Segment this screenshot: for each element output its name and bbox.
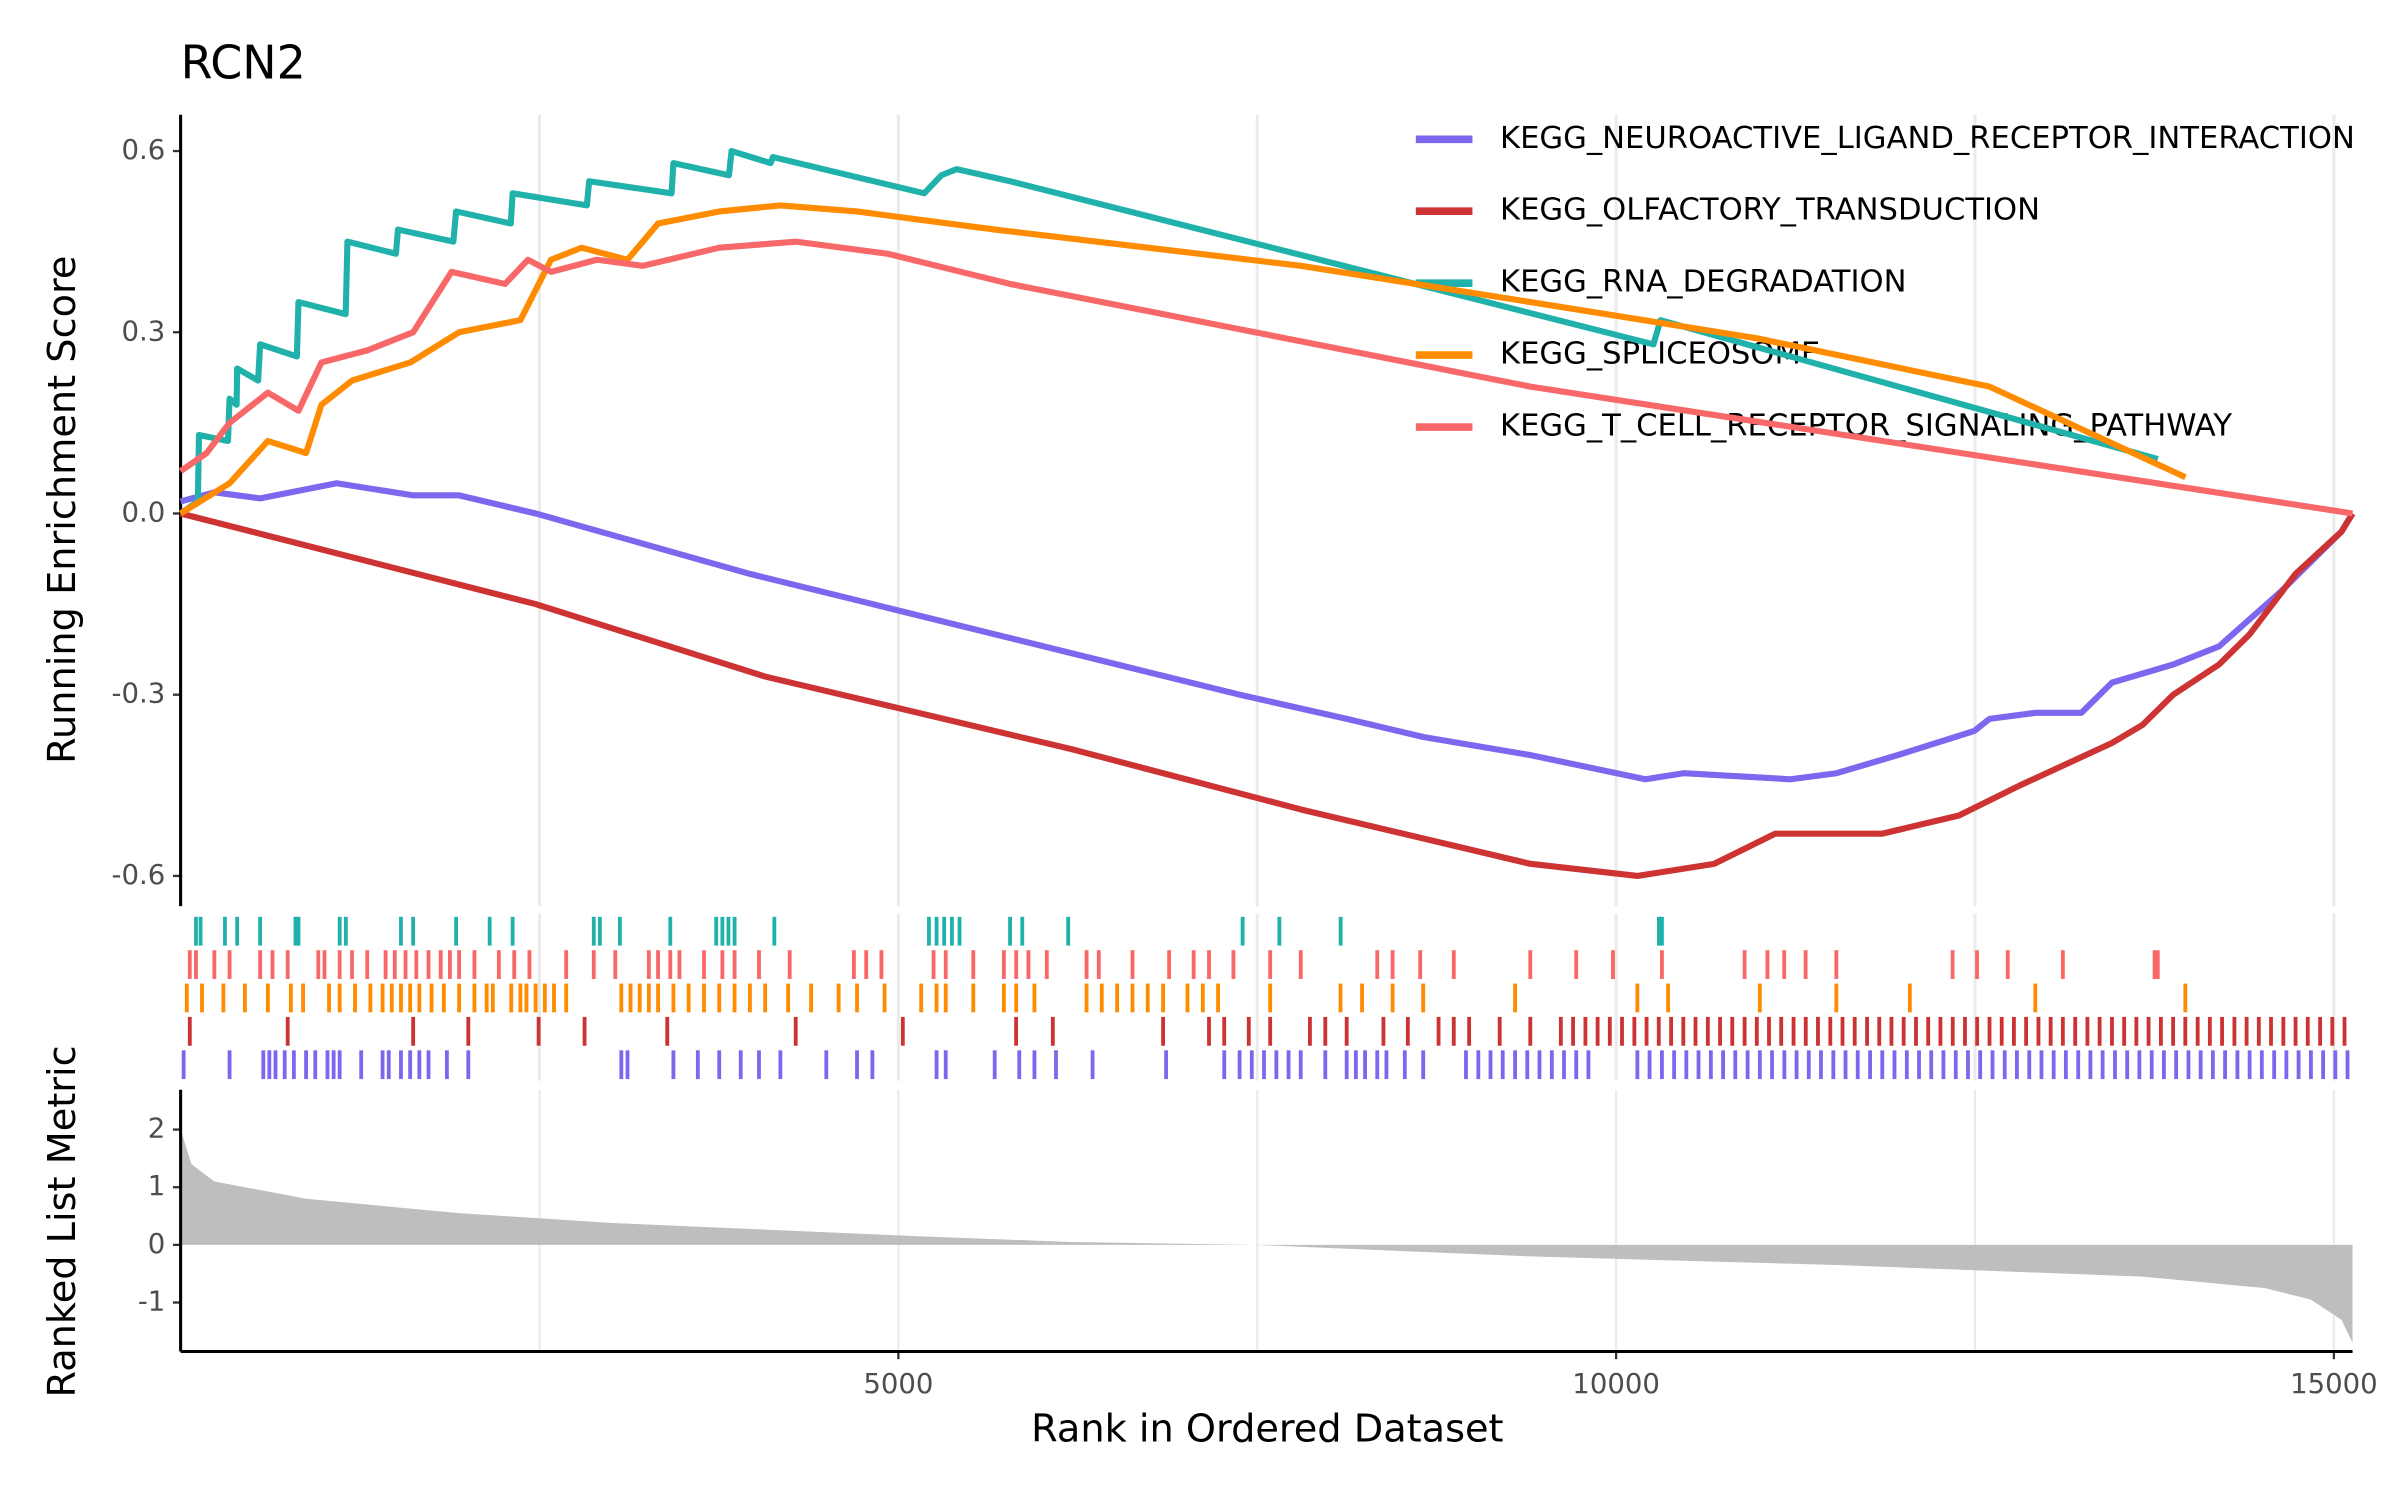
ranked-metric-area (180, 1129, 2353, 1343)
legend-label: KEGG_RNA_DEGRADATION (1500, 265, 1906, 300)
y-tick-label: -0.6 (112, 859, 166, 891)
x-tick-label: 15000 (2290, 1368, 2378, 1400)
enrichment-line (179, 202, 2187, 517)
y-tick-label: -0.3 (112, 678, 166, 710)
y-axis-title: Running Enrichment Score (40, 256, 85, 764)
enrichment-line (179, 510, 2356, 879)
x-axis-title: Rank in Ordered Dataset (1031, 1407, 1503, 1452)
y-tick-label: -1 (138, 1286, 165, 1318)
y-tick-label: 0 (148, 1228, 166, 1260)
legend-label: KEGG_NEUROACTIVE_LIGAND_RECEPTOR_INTERAC… (1500, 121, 2355, 156)
y-tick-label: 0.6 (121, 134, 165, 166)
x-tick-label: 5000 (863, 1368, 933, 1400)
y-tick-label: 2 (148, 1113, 166, 1145)
chart-title: RCN2 (181, 35, 306, 89)
legend-label: KEGG_OLFACTORY_TRANSDUCTION (1500, 193, 2040, 228)
y-tick-label: 1 (148, 1170, 166, 1202)
enrichment-line (178, 147, 2159, 516)
y-axis-title: Ranked List Metric (40, 1045, 85, 1397)
enrichment-line (179, 480, 2356, 783)
enrichment-line (178, 238, 2354, 517)
y-tick-label: 0.3 (121, 315, 165, 347)
x-tick-label: 10000 (1572, 1368, 1660, 1400)
y-tick-label: 0.0 (121, 496, 165, 528)
